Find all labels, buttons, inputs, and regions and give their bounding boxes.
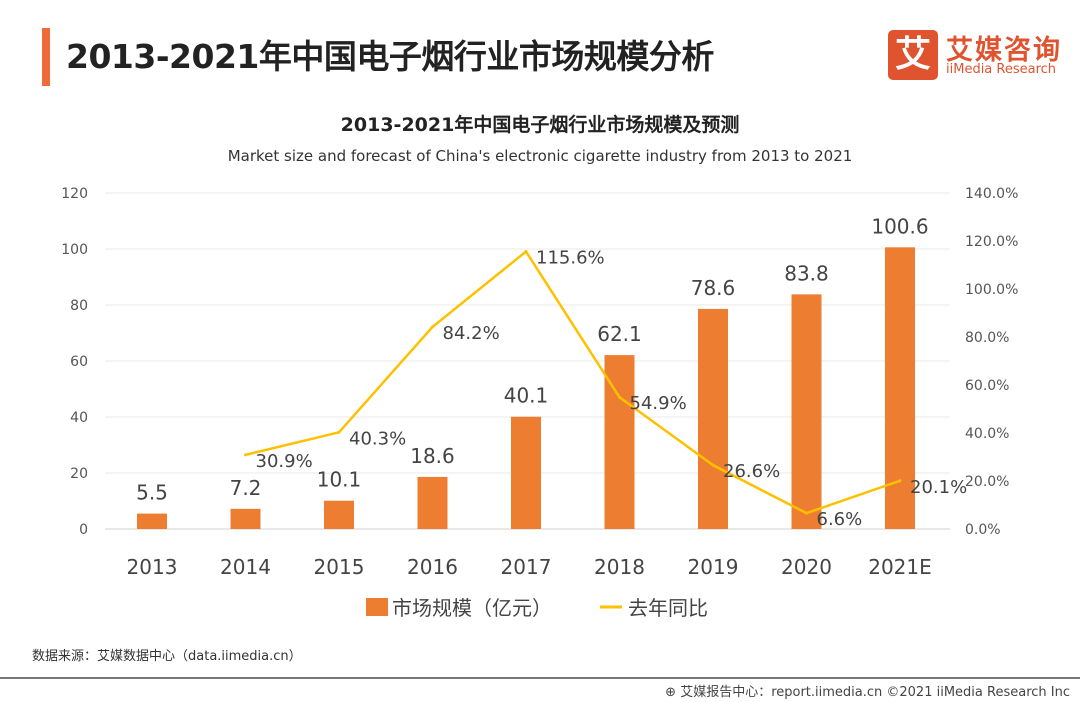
bar — [324, 500, 354, 529]
line-point — [244, 453, 247, 457]
line-label: 30.9% — [256, 451, 313, 472]
logo-mark: 艾 — [888, 30, 938, 80]
x-axis-tick: 2019 — [688, 555, 739, 579]
x-axis-tick: 2013 — [127, 555, 178, 579]
x-axis-tick: 2014 — [220, 555, 271, 579]
right-axis-tick: 60.0% — [965, 378, 1009, 394]
line-point — [618, 395, 621, 399]
left-axis-tick: 80 — [70, 298, 88, 314]
x-axis-tick: 2015 — [314, 555, 365, 579]
right-axis-tick: 0.0% — [965, 522, 1001, 538]
bar — [791, 294, 822, 529]
bar-label: 5.5 — [136, 481, 168, 505]
bar — [698, 308, 728, 529]
line-series — [245, 249, 901, 515]
line-label: 20.1% — [910, 477, 967, 498]
report-icon: ⊕ — [665, 685, 681, 700]
left-axis-tick: 40 — [70, 410, 88, 426]
x-axis-tick: 2021E — [868, 555, 932, 579]
line-point — [711, 463, 715, 467]
bar-label: 10.1 — [317, 468, 362, 492]
logo-cn: 艾媒咨询 — [946, 35, 1062, 66]
bar — [230, 508, 261, 529]
bar-label: 18.6 — [410, 444, 455, 468]
logo-en: iiMedia Research — [946, 62, 1057, 77]
right-axis-tick: 120.0% — [965, 234, 1018, 250]
x-axis-tick: 2018 — [594, 555, 645, 579]
left-axis-tick: 100 — [61, 242, 88, 258]
line-point — [431, 325, 434, 329]
bar-label: 7.2 — [230, 476, 262, 500]
bar-label: 83.8 — [784, 261, 829, 285]
logo: 艾 艾媒咨询 iiMedia Research — [888, 30, 1078, 82]
line-label: 26.6% — [723, 461, 780, 482]
line-label: 115.6% — [536, 248, 605, 269]
right-axis-tick: 80.0% — [965, 330, 1009, 346]
right-axis-tick: 20.0% — [965, 474, 1009, 490]
right-axis-tick: 140.0% — [965, 186, 1018, 202]
line-label: 84.2% — [443, 323, 500, 344]
chart-title: 2013-2021年中国电子烟行业市场规模及预测 — [340, 114, 740, 136]
bar-label: 40.1 — [504, 384, 549, 408]
left-axis-tick: 60 — [70, 354, 88, 370]
x-axis-tick: 2020 — [781, 555, 832, 579]
legend-line-label: 去年同比 — [628, 596, 708, 620]
right-axis-tick: 100.0% — [965, 282, 1018, 298]
line-label: 54.9% — [630, 393, 687, 414]
line-point — [898, 479, 902, 483]
line-point — [805, 511, 808, 515]
x-axis-tick: 2016 — [407, 555, 458, 579]
line-point — [524, 250, 528, 254]
bar — [417, 476, 448, 529]
legend-bar-label: 市场规模（亿元） — [392, 596, 552, 620]
bar — [137, 513, 167, 529]
bar-label: 62.1 — [597, 322, 642, 346]
source-note: 数据来源：艾媒数据中心（data.iimedia.cn） — [32, 649, 302, 664]
legend-bar-swatch — [366, 598, 388, 616]
bar-label: 78.6 — [691, 276, 736, 300]
line-label: 40.3% — [349, 428, 406, 449]
title-accent-bar — [42, 28, 50, 86]
x-axis-tick: 2017 — [501, 555, 552, 579]
left-axis-tick: 20 — [70, 466, 88, 482]
page-title: 2013-2021年中国电子烟行业市场规模分析 — [66, 37, 714, 76]
left-axis-tick: 120 — [61, 186, 88, 202]
footer-text: 艾媒报告中心：report.iimedia.cn ©2021 iiMedia R… — [680, 685, 1070, 700]
footer-divider — [0, 677, 1080, 679]
footer: ⊕ 艾媒报告中心：report.iimedia.cn ©2021 iiMedia… — [665, 681, 1070, 700]
bar — [604, 355, 635, 529]
bar — [511, 416, 541, 529]
chart-subtitle: Market size and forecast of China's elec… — [227, 147, 853, 165]
left-axis-tick: 0 — [79, 522, 88, 538]
line-point — [337, 430, 341, 434]
right-axis-tick: 40.0% — [965, 426, 1009, 442]
bar-label: 100.6 — [871, 214, 928, 238]
line-label: 6.6% — [817, 509, 863, 530]
